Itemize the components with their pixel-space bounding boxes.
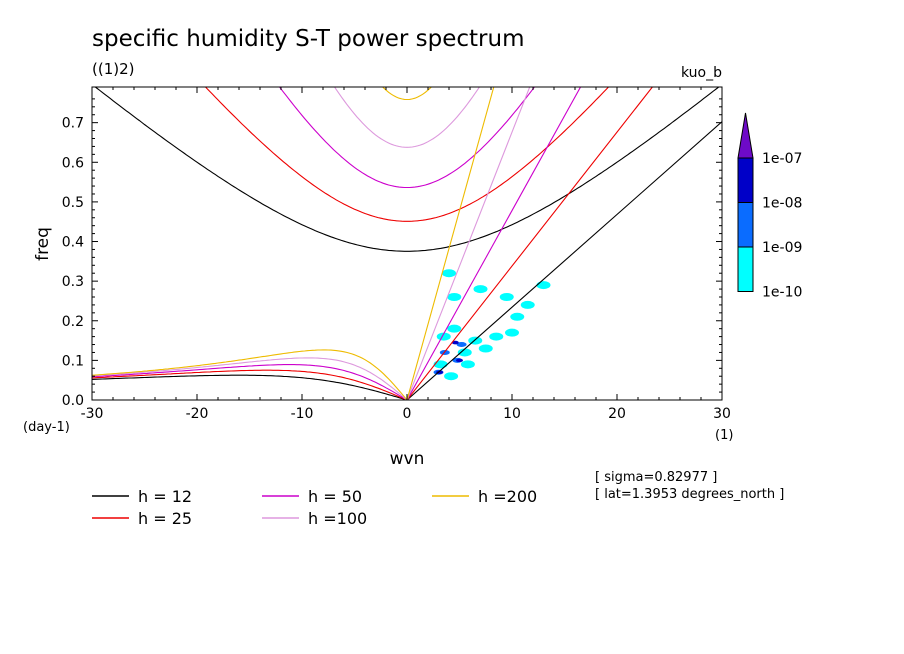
curve-h12-gravity	[94, 87, 720, 252]
colorbar-label: 1e-08	[762, 196, 802, 212]
contour-blob-5	[433, 360, 448, 369]
spectral-power-contours	[433, 269, 551, 381]
contour-blob-23	[451, 340, 459, 345]
colorbar-label: 1e-10	[762, 285, 802, 301]
curve-h50-rossby	[92, 364, 408, 400]
curve-h200-gravity	[381, 87, 433, 101]
legend-label: h =200	[478, 487, 537, 506]
chart-subtitle: ((1)2)	[92, 60, 135, 78]
y-tick-label: 0.6	[62, 155, 84, 171]
contour-blob-12	[473, 285, 488, 294]
curve-h50-kelvin	[406, 87, 582, 400]
plot-frame	[91, 86, 723, 401]
x-axis-label: wvn	[390, 449, 425, 469]
legend-label: h = 50	[308, 487, 362, 506]
legend-label: h = 12	[138, 487, 192, 506]
x-axis-unit: (1)	[715, 428, 733, 443]
colorbar-label: 1e-09	[762, 240, 802, 256]
contour-blob-7	[444, 372, 459, 381]
curve-h12-kelvin	[406, 121, 722, 400]
curve-h100-gravity	[333, 87, 481, 148]
contour-blob-15	[536, 281, 551, 290]
info-lat: [ lat=1.3953 degrees_north ]	[595, 487, 784, 502]
contour-blob-14	[520, 300, 535, 309]
contour-blob-16	[510, 312, 525, 321]
curve-h100-rossby	[92, 357, 408, 400]
x-tick-label: -30	[81, 406, 104, 422]
x-tick-label: 0	[403, 406, 412, 422]
y-tick-label: 0.0	[62, 393, 84, 409]
curve-h200-rossby	[92, 349, 408, 400]
y-tick-label: 0.1	[62, 353, 84, 369]
contour-blob-9	[505, 328, 519, 337]
contour-blob-4	[457, 348, 472, 357]
run-label: kuo_b	[681, 65, 722, 81]
info-sigma: [ sigma=0.82977 ]	[595, 470, 717, 485]
y-tick-label: 0.2	[62, 314, 84, 330]
colorbar-swatch	[737, 246, 754, 292]
x-tick-label: -10	[291, 406, 314, 422]
curve-h100-kelvin	[406, 87, 531, 400]
contour-blob-6	[460, 360, 475, 369]
curve-h25-kelvin	[406, 87, 654, 400]
legend: h = 12 h = 25 h = 50 h =100 h =200	[92, 487, 537, 528]
contour-blob-20	[456, 342, 467, 348]
curve-h200-kelvin	[406, 87, 495, 400]
contour-blob-8	[478, 344, 493, 353]
colorbar-label: 1e-07	[762, 151, 802, 167]
y-tick-label: 0.4	[62, 235, 84, 251]
y-axis-label: freq	[33, 227, 53, 261]
y-axis-unit: (day-1)	[23, 420, 70, 435]
curve-h25-gravity	[204, 87, 610, 222]
contour-blob-0	[436, 332, 451, 341]
colorbar-swatch	[737, 202, 754, 248]
contour-blob-10	[447, 292, 462, 301]
curve-h25-rossby	[92, 369, 408, 400]
colorbar-swatch	[737, 157, 754, 203]
x-tick-label: 30	[713, 406, 731, 422]
x-tick-label: 20	[608, 406, 626, 422]
y-tick-label: 0.5	[62, 195, 84, 211]
colorbar: 1e-07 1e-08 1e-09 1e-10	[737, 112, 802, 301]
contour-blob-11	[442, 269, 456, 278]
chart-title: specific humidity S-T power spectrum	[92, 26, 524, 52]
x-tick-label: 10	[503, 406, 521, 422]
curve-h12-rossby	[92, 374, 408, 400]
contour-blob-22	[456, 358, 463, 363]
y-tick-label: 0.7	[62, 116, 84, 132]
x-axis: -30 -20 -10 0 10 20 30	[81, 87, 731, 422]
x-tick-label: -20	[186, 406, 209, 422]
legend-label: h =100	[308, 509, 367, 528]
y-axis: 0.0 0.1 0.2 0.3 0.4 0.5 0.6 0.7	[62, 98, 722, 409]
colorbar-arrow	[737, 112, 754, 159]
curve-h50-gravity	[278, 87, 536, 189]
contour-blob-1	[447, 324, 462, 333]
y-tick-label: 0.3	[62, 274, 84, 290]
dispersion-curves	[92, 87, 722, 400]
contour-blob-13	[499, 292, 514, 301]
contour-blob-3	[489, 332, 504, 341]
legend-label: h = 25	[138, 509, 192, 528]
